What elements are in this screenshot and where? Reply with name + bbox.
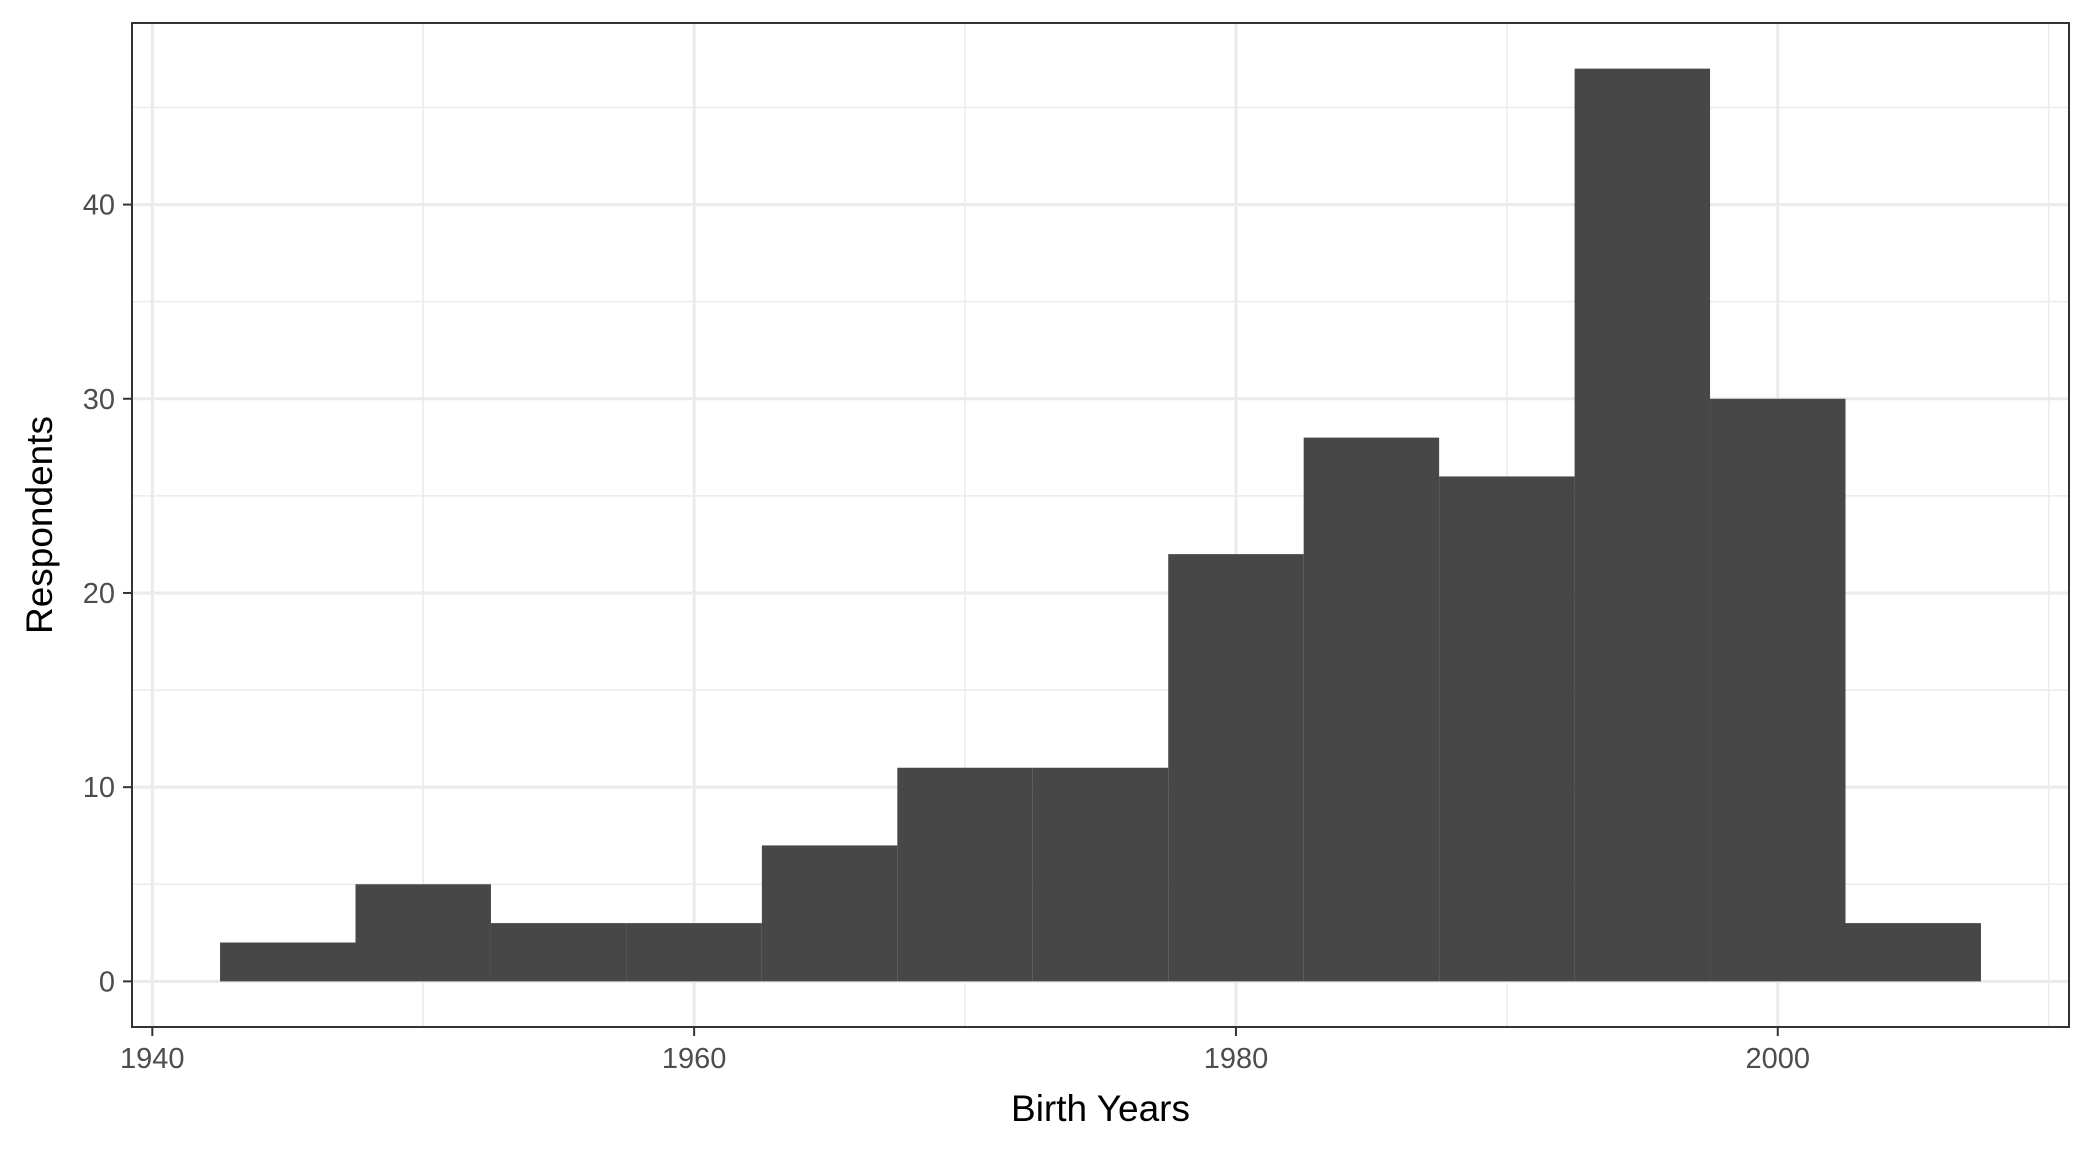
histogram-bar: [1439, 476, 1575, 982]
y-tick-label: 10: [83, 772, 115, 804]
histogram-bar: [1032, 767, 1169, 982]
panel-border: [131, 22, 2070, 1028]
histogram-bar: [1303, 437, 1440, 982]
x-tick-label: 1960: [662, 1043, 727, 1075]
y-tick-label: 0: [99, 966, 115, 998]
axis-ticks: [123, 203, 1779, 1036]
x-tick-label: 2000: [1746, 1043, 1811, 1075]
y-tick-label: 30: [83, 384, 115, 416]
y-axis-tick-labels: 0 10 20 30 40: [83, 190, 115, 999]
histogram-bar: [220, 942, 356, 982]
histogram-bar: [626, 923, 762, 982]
y-axis-title: Respondents: [19, 416, 60, 634]
histogram-bar: [897, 767, 1033, 982]
histogram-bar: [1574, 68, 1711, 982]
y-tick-label: 20: [83, 578, 115, 610]
x-axis-title: Birth Years: [1011, 1088, 1190, 1129]
x-axis-tick-labels: 1940 1960 1980 2000: [120, 1043, 1810, 1075]
y-tick-label: 40: [83, 190, 115, 222]
histogram-bar: [355, 884, 491, 982]
histogram-bar: [490, 923, 627, 982]
histogram-bar: [1710, 398, 1846, 982]
x-tick-label: 1980: [1204, 1043, 1269, 1075]
histogram-bar: [761, 845, 898, 982]
histogram-bar: [1168, 554, 1304, 982]
x-tick-label: 1940: [120, 1043, 185, 1075]
histogram-bar: [1845, 923, 1981, 982]
histogram-bars: [220, 68, 1981, 982]
